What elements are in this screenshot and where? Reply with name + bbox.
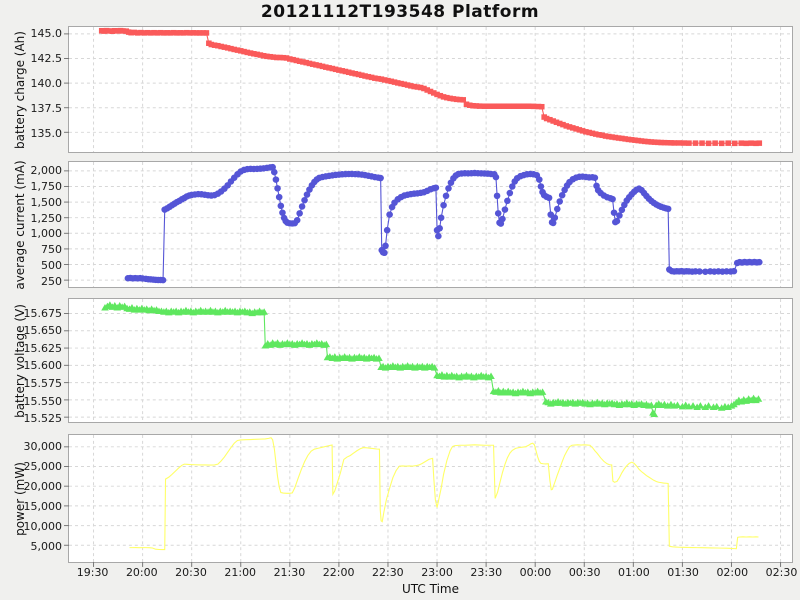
y-tick-label: 15.675 — [23, 306, 63, 320]
y-tick-label: 1,000 — [30, 227, 63, 241]
y-tick-label: 15.600 — [23, 359, 63, 373]
subplot-battery-charge — [64, 26, 793, 153]
x-tick-label: 00:00 — [519, 566, 552, 579]
y-tick-label: 10,000 — [23, 520, 63, 533]
average-current-canvas — [64, 162, 792, 287]
battery-charge-canvas — [64, 27, 792, 152]
x-tick-label: 22:00 — [322, 566, 355, 579]
y-tick-label: 140.0 — [30, 77, 63, 90]
y-tick-label: 30,000 — [23, 440, 63, 453]
subplot-battery-voltage — [64, 298, 793, 423]
y-tick-label: 250 — [41, 275, 62, 289]
y-tick-label: 15.625 — [23, 341, 63, 355]
x-tick-label: 21:30 — [273, 566, 306, 579]
subplot-power — [64, 434, 793, 567]
y-tick-label: 1,250 — [30, 211, 63, 225]
y-tick-label: 15.550 — [23, 394, 63, 408]
x-tick-label: 22:30 — [371, 566, 404, 579]
y-tick-label: 15,000 — [23, 500, 63, 513]
y-tick-label: 2,000 — [30, 164, 63, 177]
chart-title: 20121112T193548 Platform — [260, 2, 540, 22]
y-tick-label: 142.5 — [30, 52, 63, 65]
y-tick-label: 1,750 — [30, 179, 63, 193]
x-tick-label: 01:30 — [667, 566, 699, 579]
y-tick-label: 15.525 — [23, 412, 63, 426]
x-tick-label: 21:00 — [224, 566, 257, 579]
y-tick-label: 750 — [41, 243, 62, 257]
x-tick-label: 19:30 — [76, 566, 109, 579]
x-tick-label: 23:00 — [421, 566, 453, 579]
x-tick-label: 23:30 — [470, 566, 503, 579]
x-tick-label: 20:00 — [125, 566, 158, 579]
y-tick-label: 15.650 — [23, 324, 63, 338]
battery-voltage-canvas — [64, 299, 792, 422]
y-tick-label: 5,000 — [30, 540, 63, 553]
y-tick-label: 1,500 — [30, 195, 63, 209]
x-axis-label: UTC Time — [402, 582, 459, 596]
x-tick-label: 02:00 — [716, 566, 749, 579]
y-tick-label: 25,000 — [23, 460, 63, 473]
x-tick-label: 02:30 — [765, 566, 798, 579]
x-tick-label: 20:30 — [175, 566, 207, 579]
y-tick-label: 20,000 — [23, 480, 63, 493]
x-tick-label: 00:30 — [568, 566, 601, 579]
power-canvas — [64, 435, 792, 567]
y-tick-label: 137.5 — [30, 102, 63, 115]
y-tick-label: 500 — [41, 259, 62, 273]
y-tick-label: 15.575 — [23, 376, 63, 390]
x-tick-label: 01:00 — [618, 566, 650, 579]
subplot-average-current — [64, 161, 793, 288]
y-tick-label: 145.0 — [30, 27, 63, 40]
y-tick-label: 135.0 — [30, 127, 63, 140]
